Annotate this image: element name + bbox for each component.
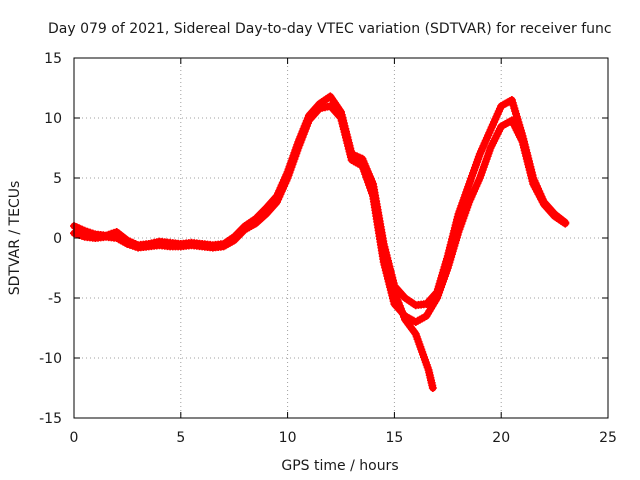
y-axis-label: SDTVAR / TECUs — [7, 181, 23, 296]
y-tick-label: -5 — [48, 291, 62, 307]
data-point — [237, 229, 246, 238]
x-tick-label: 0 — [70, 430, 79, 446]
series-track-c — [379, 246, 437, 392]
axes: 0 5 10 15 20 25 -15 -10 -5 0 5 10 15 — [39, 51, 617, 446]
x-tick-label: 25 — [599, 430, 617, 446]
data-point — [230, 236, 239, 245]
y-tick-label: 15 — [44, 51, 62, 67]
data-point — [561, 219, 570, 228]
x-tick-label: 5 — [176, 430, 185, 446]
x-tick-label: 15 — [385, 430, 403, 446]
data-point — [235, 231, 244, 239]
data-point — [428, 384, 437, 392]
y-tick-label: -10 — [39, 351, 62, 367]
data-point — [231, 234, 240, 243]
x-tick-label: 10 — [279, 430, 297, 446]
data-point — [233, 232, 242, 241]
y-tick-label: -15 — [39, 411, 62, 427]
x-axis-label: GPS time / hours — [281, 458, 398, 474]
x-tick-label: 20 — [492, 430, 510, 446]
y-tick-label: 0 — [53, 231, 62, 247]
chart-title: Day 079 of 2021, Sidereal Day-to-day VTE… — [48, 21, 612, 37]
y-tick-label: 5 — [53, 171, 62, 187]
data-series — [70, 92, 570, 392]
y-tick-label: 10 — [44, 111, 62, 127]
